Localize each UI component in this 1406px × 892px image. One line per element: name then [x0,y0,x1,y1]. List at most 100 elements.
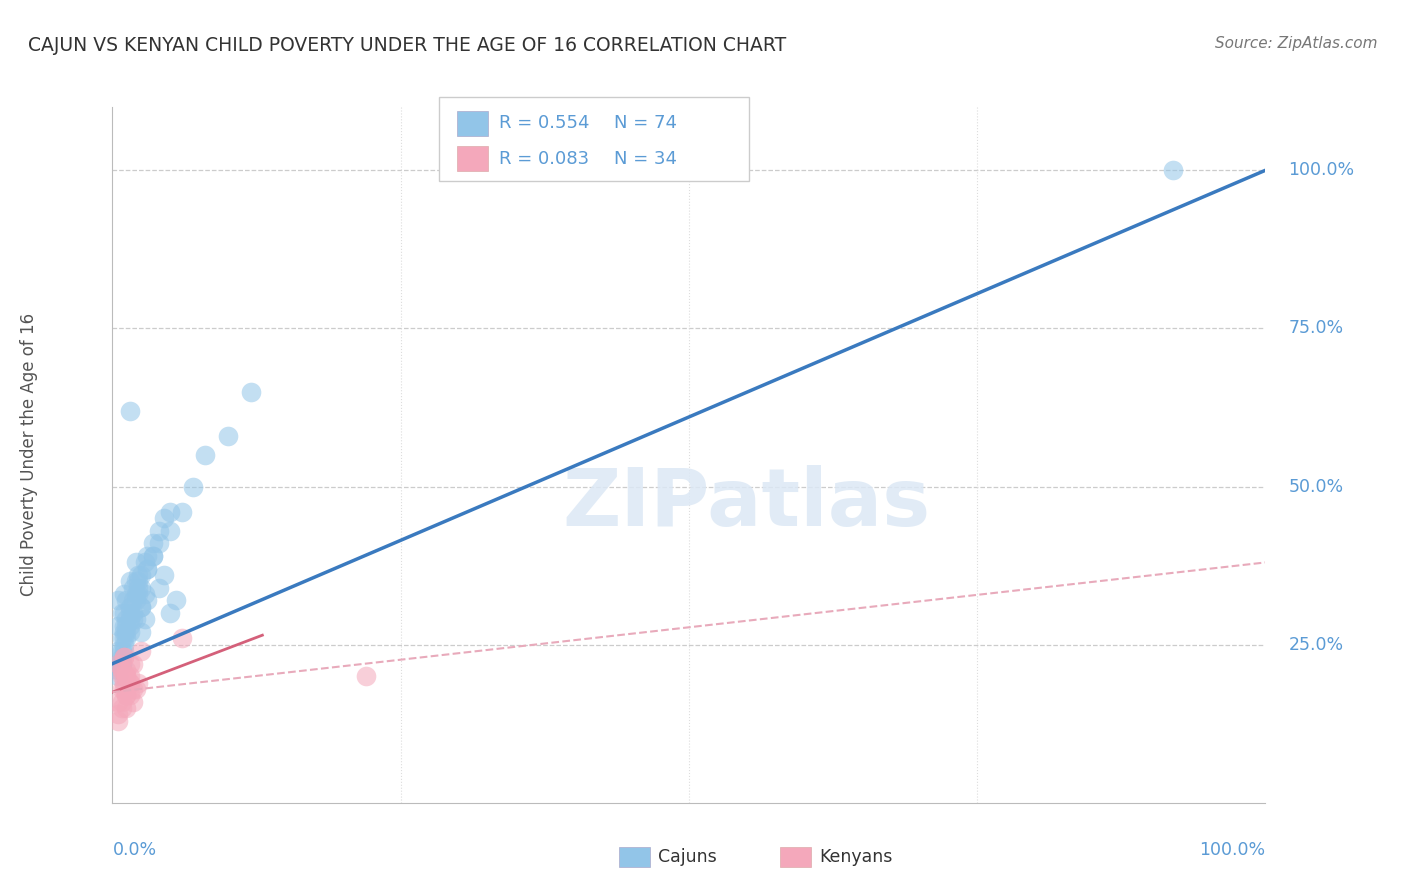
Text: ZIPatlas: ZIPatlas [562,465,931,542]
Text: N = 34: N = 34 [614,150,678,168]
Point [159,606,181,620]
Point [111,695,134,709]
Point [129,599,153,614]
Point [148,524,170,538]
Point [129,644,153,658]
Point [112,625,135,640]
Text: 100.0%: 100.0% [1288,161,1354,179]
Point [118,606,141,620]
Point [118,618,141,632]
Text: 50.0%: 50.0% [1288,477,1344,496]
Point [122,681,145,696]
Text: Child Poverty Under the Age of 16: Child Poverty Under the Age of 16 [20,313,38,597]
Point [115,618,138,632]
Point [115,632,138,646]
Point [194,448,217,462]
Point [122,657,145,671]
Point [111,657,134,671]
Point [111,669,134,683]
Point [112,618,135,632]
Point [107,657,129,671]
Text: Cajuns: Cajuns [658,848,717,866]
Point [107,657,129,671]
Point [181,479,204,493]
Point [153,511,176,525]
Point [112,644,135,658]
Point [159,505,181,519]
Point [170,505,193,519]
Point [118,675,141,690]
Point [142,549,165,563]
Point [142,536,165,550]
Point [112,681,135,696]
Point [124,556,146,570]
Point [170,632,193,646]
Point [354,669,377,683]
Point [107,714,129,728]
Point [111,663,134,677]
Point [122,581,145,595]
Point [127,568,149,582]
Point [115,688,138,702]
Point [112,587,135,601]
Point [107,593,129,607]
Point [118,625,141,640]
Text: R = 0.083: R = 0.083 [499,150,589,168]
Point [111,663,134,677]
Point [107,707,129,722]
Point [107,695,129,709]
Point [115,593,138,607]
Point [115,625,138,640]
Point [115,663,138,677]
Point [111,657,134,671]
Point [111,632,134,646]
Point [134,587,156,601]
Point [115,669,138,683]
Point [111,681,134,696]
Point [111,650,134,665]
Point [124,587,146,601]
Text: Kenyans: Kenyans [820,848,893,866]
Point [122,612,145,626]
Point [124,574,146,589]
Text: 25.0%: 25.0% [1288,636,1344,654]
Point [111,701,134,715]
Point [118,669,141,683]
Point [118,612,141,626]
Point [136,549,159,563]
Point [148,581,170,595]
Point [118,599,141,614]
Text: 0.0%: 0.0% [112,841,156,859]
Text: Source: ZipAtlas.com: Source: ZipAtlas.com [1215,36,1378,51]
Point [112,632,135,646]
Point [115,688,138,702]
Point [118,688,141,702]
Point [127,574,149,589]
Point [124,612,146,626]
Point [129,625,153,640]
Point [142,549,165,563]
Point [153,568,176,582]
Point [112,669,135,683]
Point [107,644,129,658]
Point [127,675,149,690]
Text: 100.0%: 100.0% [1199,841,1265,859]
Point [111,606,134,620]
Point [112,606,135,620]
Point [118,657,141,671]
Point [112,675,135,690]
Text: 75.0%: 75.0% [1288,319,1344,337]
Point [118,675,141,690]
Point [136,562,159,576]
Point [127,587,149,601]
Point [148,536,170,550]
Point [124,681,146,696]
Point [122,606,145,620]
Point [107,663,129,677]
Point [1161,163,1184,178]
Point [118,574,141,589]
Point [112,638,135,652]
Point [134,612,156,626]
Point [136,562,159,576]
Text: CAJUN VS KENYAN CHILD POVERTY UNDER THE AGE OF 16 CORRELATION CHART: CAJUN VS KENYAN CHILD POVERTY UNDER THE … [28,36,786,54]
